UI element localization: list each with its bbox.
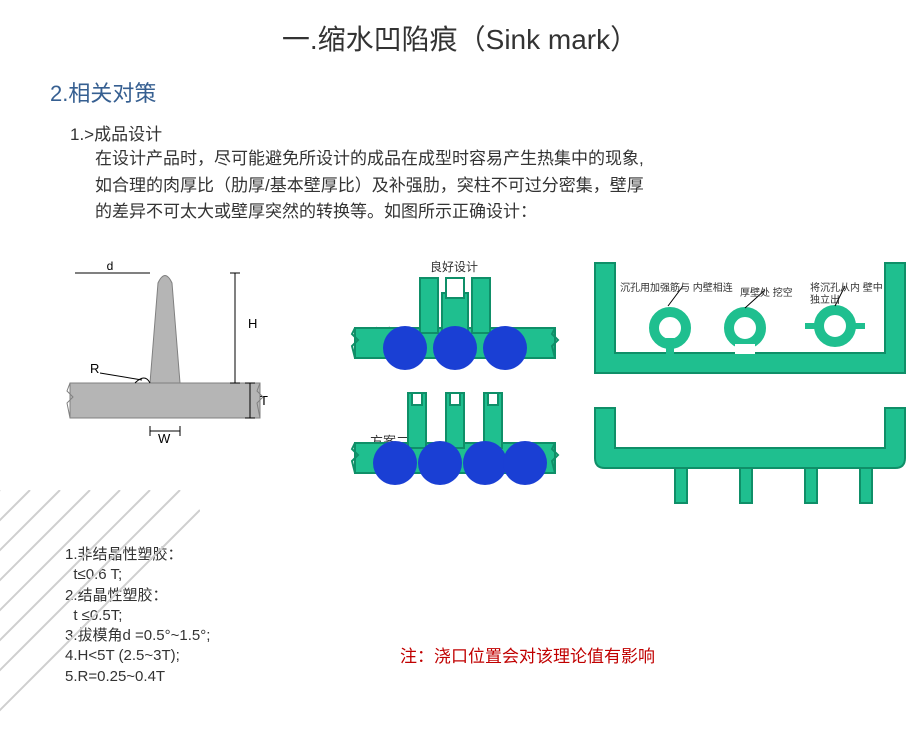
diagram-option2 (350, 383, 560, 493)
note-2: 2.结晶性塑胶： (65, 586, 210, 606)
note-1b: t≤0.6 T; (65, 565, 210, 585)
diagram-t-rib: d H T R W (50, 253, 280, 443)
note-5: 5.R=0.25~0.4T (65, 667, 210, 687)
design-notes: 1.非结晶性塑胶： t≤0.6 T; 2.结晶性塑胶： t ≤0.5T; 3.拔… (65, 545, 210, 687)
section-head: 1.>成品设计 (70, 120, 920, 145)
annotation-3: 将沉孔从内 壁中独立出 (810, 283, 890, 306)
annotation-1: 沉孔用加强筋与 内壁相连 (620, 283, 733, 295)
body-line-2: 如合理的肉厚比（肋厚/基本壁厚比）及补强肋，突柱不可过分密集，壁厚 (95, 174, 920, 199)
diagram-rib-profile (590, 403, 910, 513)
note-4: 4.H<5T (2.5~3T); (65, 646, 210, 666)
diagram-option1 (350, 268, 560, 373)
dim-d: d (107, 259, 114, 273)
dim-r: R (90, 361, 99, 376)
annotation-2: 厚壁处 挖空 (740, 288, 793, 300)
note-2b: t ≤0.5T; (65, 606, 210, 626)
footnote: 注：浇口位置会对该理论值有影响 (400, 642, 655, 667)
body-line-1: 在设计产品时，尽可能避免所设计的成品在成型时容易产生热集中的现象, (95, 147, 920, 172)
page-title: 一.缩水凹陷痕（Sink mark） (0, 0, 920, 58)
body-line-3: 的差异不可太大或壁厚突然的转换等。如图所示正确设计： (95, 200, 920, 225)
note-1: 1.非结晶性塑胶： (65, 545, 210, 565)
dim-h: H (248, 316, 257, 331)
note-3: 3.拔模角d =0.5°~1.5°; (65, 626, 210, 646)
diagram-area: d H T R W 良好设计 方案一 方案二 (50, 253, 890, 543)
section-subtitle: 2.相关对策 (50, 76, 920, 108)
dim-w: W (158, 431, 171, 443)
diagram-boss-design (590, 258, 910, 388)
